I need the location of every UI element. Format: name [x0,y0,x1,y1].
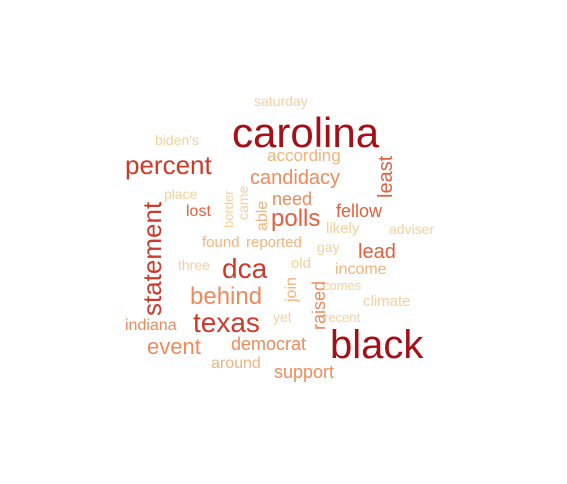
word-came: came [235,185,251,220]
word-around: around [211,355,261,372]
word-least: least [375,155,397,198]
word-dca: dca [222,253,268,284]
word-polls: polls [271,205,321,232]
word-texas: texas [193,307,260,338]
word-income: income [335,261,387,278]
word-likely: likely [326,220,360,237]
word-fellow: fellow [336,201,383,221]
word-found: found [202,234,240,251]
word-event: event [147,334,201,359]
word-join: join [283,277,300,302]
word-place: place [164,186,198,202]
word-able: able [254,200,271,231]
word-comes: comes [323,278,362,293]
word-old: old [291,255,312,272]
word-carolina: carolina [232,109,380,156]
word-black: black [330,323,424,367]
word-yet: yet [273,309,292,325]
word-need: need [272,189,313,209]
word-statement: statement [137,201,167,316]
word-gay: gay [317,239,340,255]
word-lost: lost [186,203,211,220]
word-behind: behind [190,283,263,310]
word-according: according [267,146,341,165]
word-democrat: democrat [231,334,307,354]
word-support: support [274,362,335,382]
word-candidacy: candidacy [250,167,341,189]
word-saturday: saturday [254,93,308,109]
word-adviser: adviser [389,221,435,237]
word-climate: climate [363,293,411,310]
word-bidens: biden's [155,132,199,148]
word-recent: recent [324,310,361,325]
word-percent: percent [125,150,212,180]
word-lead: lead [358,241,396,263]
word-indiana: indiana [125,317,177,334]
word-reported: reported [246,234,302,251]
word-three: three [178,257,210,273]
word-border: border [221,190,236,228]
